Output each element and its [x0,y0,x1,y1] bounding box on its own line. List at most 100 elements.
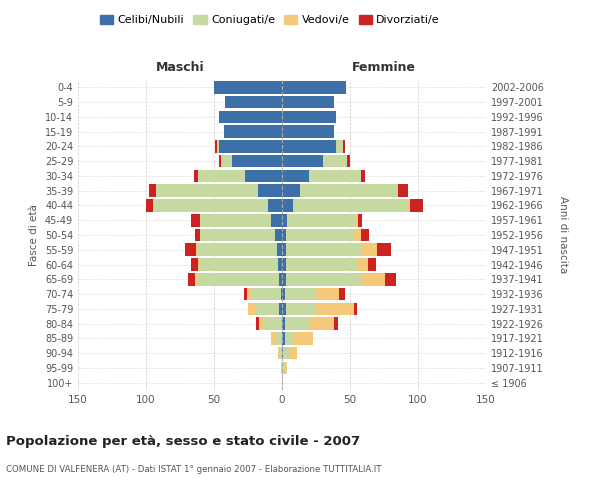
Bar [221,155,232,168]
Bar [282,110,337,123]
Bar [220,155,221,168]
Bar [286,273,361,285]
Bar [245,170,282,182]
Bar [385,273,396,285]
Bar [334,318,338,330]
Bar [282,126,334,138]
Bar [282,273,286,285]
Bar [339,288,344,300]
Bar [263,318,282,330]
Text: COMUNE DI VALFENERA (AT) - Dati ISTAT 1° gennaio 2007 - Elaborazione TUTTITALIA.: COMUNE DI VALFENERA (AT) - Dati ISTAT 1°… [6,465,382,474]
Text: Femmine: Femmine [352,61,416,74]
Bar [343,140,344,152]
Bar [197,170,245,182]
Bar [294,332,313,344]
Bar [248,302,255,315]
Bar [398,184,409,197]
Bar [255,302,279,315]
Bar [282,81,346,94]
Bar [282,302,286,315]
Bar [286,244,361,256]
Bar [286,302,316,315]
Bar [278,347,279,360]
Bar [279,273,282,285]
Bar [188,273,195,285]
Bar [299,184,398,197]
Bar [283,347,289,360]
Bar [200,214,271,226]
Bar [410,199,424,212]
Bar [282,155,323,168]
Bar [199,258,278,271]
Bar [282,288,285,300]
Bar [354,228,361,241]
Y-axis label: Fasce di età: Fasce di età [29,204,39,266]
Bar [251,288,281,300]
Bar [337,140,343,152]
Bar [146,199,153,212]
Y-axis label: Anni di nascita: Anni di nascita [557,196,568,274]
Bar [282,347,283,360]
Bar [279,302,282,315]
Text: Maschi: Maschi [155,61,205,74]
Bar [285,318,309,330]
Bar [197,273,279,285]
Bar [197,258,199,271]
Bar [282,332,285,344]
Bar [279,347,282,360]
Bar [195,273,197,285]
Bar [196,244,197,256]
Bar [225,96,282,108]
Bar [191,258,197,271]
Bar [247,288,251,300]
Bar [309,318,334,330]
Bar [200,228,275,241]
Bar [224,126,282,138]
Bar [281,288,282,300]
Legend: Celibi/Nubili, Coniugati/e, Vedovi/e, Divorziati/e: Celibi/Nubili, Coniugati/e, Vedovi/e, Di… [95,10,445,30]
Bar [217,140,220,152]
Bar [314,288,339,300]
Bar [287,214,355,226]
Bar [195,228,200,241]
Bar [257,184,282,197]
Bar [194,170,197,182]
Bar [282,140,337,152]
Bar [309,170,361,182]
Bar [281,362,282,374]
Bar [285,332,294,344]
Bar [275,228,282,241]
Bar [409,199,410,212]
Bar [293,199,409,212]
Bar [282,214,287,226]
Bar [282,170,309,182]
Bar [289,347,297,360]
Bar [268,199,282,212]
Bar [361,244,377,256]
Bar [361,170,365,182]
Bar [244,288,247,300]
Bar [220,110,282,123]
Bar [286,258,357,271]
Bar [361,273,385,285]
Bar [259,318,263,330]
Bar [316,302,354,315]
Bar [271,214,282,226]
Bar [355,214,358,226]
Bar [282,244,286,256]
Bar [153,199,268,212]
Bar [197,244,277,256]
Bar [323,155,347,168]
Bar [282,228,286,241]
Bar [185,244,196,256]
Bar [214,81,282,94]
Bar [149,184,155,197]
Bar [285,362,287,374]
Bar [282,258,286,271]
Bar [354,302,357,315]
Bar [361,228,369,241]
Bar [220,140,282,152]
Text: Popolazione per età, sesso e stato civile - 2007: Popolazione per età, sesso e stato civil… [6,435,360,448]
Bar [282,199,293,212]
Bar [215,140,217,152]
